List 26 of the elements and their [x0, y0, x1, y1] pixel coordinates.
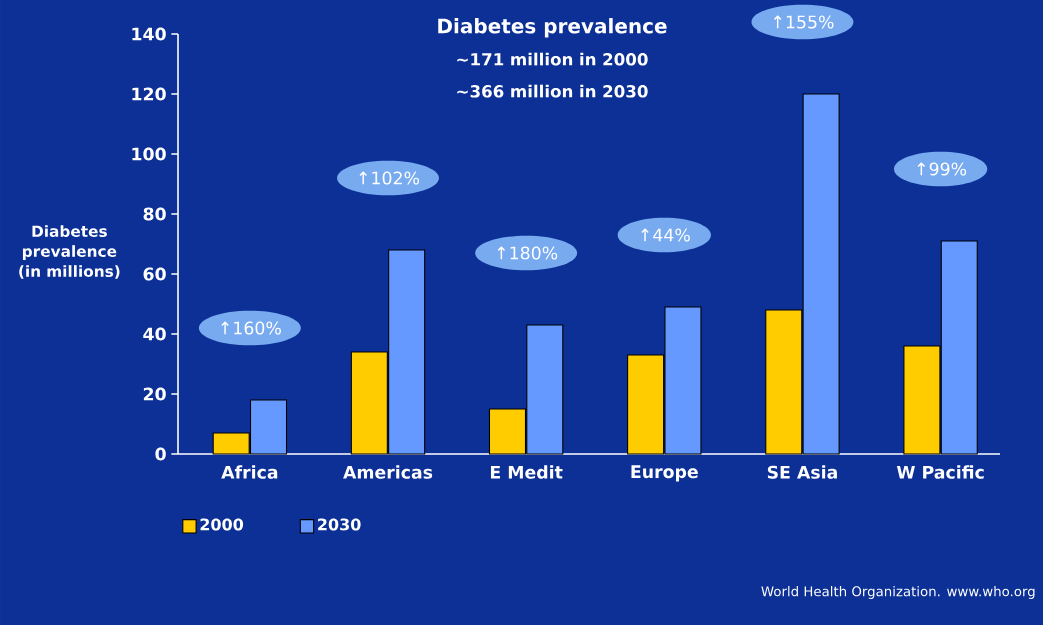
- x-tick-label: Americas: [343, 465, 433, 479]
- x-tick-label: E Medit: [490, 465, 563, 479]
- legend-label: 2030: [318, 518, 361, 531]
- text: World Health Organization. www.who.org: [761, 586, 1035, 599]
- annotation: ↑99%: [917, 162, 967, 176]
- annotation: ↑44%: [641, 228, 690, 242]
- y-tick-label: 20: [143, 387, 166, 401]
- annotation: ↑160%: [221, 321, 281, 335]
- x-tick-label: Africa: [221, 465, 278, 479]
- legend-label: 2000: [200, 518, 244, 531]
- x-tick-label: Europe: [631, 465, 698, 482]
- y-tick-label: 120: [132, 87, 166, 101]
- text: ↑155%: [773, 15, 834, 29]
- annotation: ↑102%: [359, 171, 420, 185]
- annotation: ↑180%: [497, 246, 558, 260]
- x-tick-label: W Pacific: [896, 465, 984, 479]
- y-tick-label: 0: [155, 447, 166, 461]
- text: ~171 million in 2000 ~366 million in 2030: [457, 52, 648, 98]
- y-axis-title: Diabetes prevalence (in millions): [19, 225, 120, 279]
- y-tick-label: 40: [143, 327, 166, 341]
- y-tick-label: 60: [143, 267, 166, 281]
- y-tick-label: 100: [132, 147, 166, 161]
- x-tick-label: SE Asia: [767, 465, 837, 479]
- y-tick-label: 80: [143, 207, 166, 221]
- chart-title: Diabetes prevalence: [438, 18, 667, 38]
- y-tick-label: 140: [132, 27, 166, 41]
